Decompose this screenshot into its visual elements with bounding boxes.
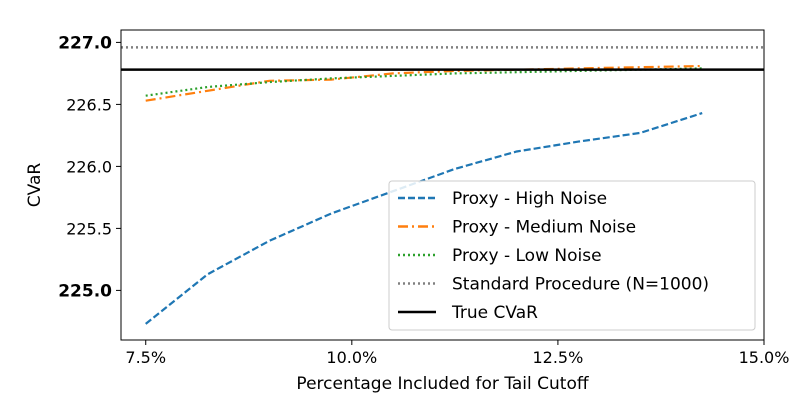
x-tick-label: 7.5% [125,348,166,367]
legend-label: True CVaR [451,303,538,323]
plot-frame [120,29,765,341]
legend-item-medium-noise: Proxy - Medium Noise [398,218,636,238]
y-axis-ticks: 225.0 225.5 226.0 226.5 227.0 [58,33,121,301]
legend: Proxy - High Noise Proxy - Medium Noise Pr… [388,180,756,331]
y-tick-label: 225.5 [66,219,112,238]
x-tick-label: 10.0% [326,348,377,367]
x-axis-ticks: 7.5% 10.0% 12.5% 15.0% [125,340,789,367]
series-line-high-noise [145,112,703,325]
x-tick-label: 15.0% [739,348,790,367]
y-tick-label: 225.0 [58,281,112,301]
legend-label: Proxy - Medium Noise [452,218,636,238]
legend-label: Proxy - High Noise [452,189,607,209]
y-tick-label: 227.0 [58,33,112,53]
legend-item-low-noise: Proxy - Low Noise [398,246,602,266]
legend-item-standard-procedure: Standard Procedure (N=1000) [398,275,709,295]
series-layer [145,64,703,325]
legend-item-true-cvar: True CVaR [398,303,538,323]
x-tick-label: 12.5% [532,348,583,367]
legend-label: Standard Procedure (N=1000) [452,275,709,295]
x-axis-label: Percentage Included for Tail Cutoff [296,374,589,394]
y-axis-label: CVaR [25,163,45,208]
legend-box [388,180,756,331]
y-tick-label: 226.0 [66,157,112,176]
legend-item-high-noise: Proxy - High Noise [398,189,607,209]
y-tick-label: 226.5 [66,95,112,114]
reference-lines-layer [121,46,764,71]
legend-label: Proxy - Low Noise [452,246,602,266]
series-line-medium-noise [145,64,703,102]
